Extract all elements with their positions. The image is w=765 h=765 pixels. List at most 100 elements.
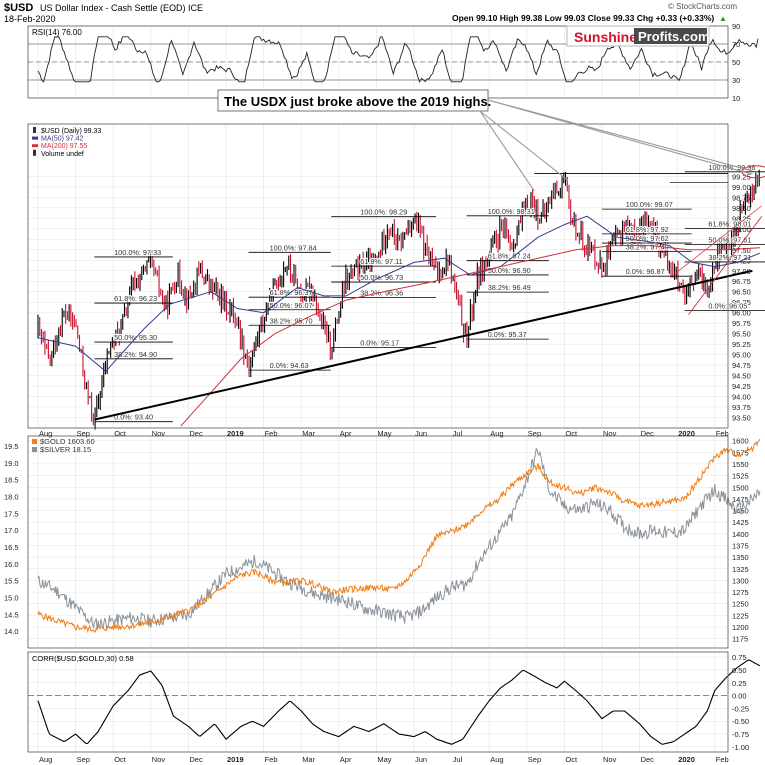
x-tick-label: Dec (641, 429, 655, 438)
rsi-tick-label: 10 (732, 94, 740, 103)
silver-tick-label: 18.5 (4, 476, 19, 485)
price-legend-label: MA(200) 97.55 (41, 143, 87, 150)
support-trendline (94, 269, 753, 421)
legend-swatch (32, 439, 37, 444)
gold-tick-label: 1250 (732, 600, 749, 609)
annotation-pointer (479, 110, 569, 182)
price-tick-label: 97.50 (732, 246, 751, 255)
fib-level-label: 61.8%: 98.01 (708, 219, 751, 228)
price-tick-label: 99.00 (732, 183, 751, 192)
price-tick-label: 96.75 (732, 277, 751, 286)
price-tick-label: 98.50 (732, 204, 751, 213)
price-tick-label: 94.25 (732, 382, 751, 391)
fib-level-label: 50.0%: 96.07 (270, 301, 313, 310)
silver-tick-label: 15.5 (4, 577, 19, 586)
fib-level-label: 50.0%: 96.90 (488, 266, 531, 275)
fib-level-label: 100.0%: 99.07 (626, 200, 673, 209)
logo-part2: Profits.com (638, 29, 710, 44)
fib-level-label: 0.0%: 95.37 (488, 330, 527, 339)
x-tick-label: Apr (340, 755, 352, 764)
x-tick-label: Dec (189, 429, 203, 438)
price-legend-label: $USD (Daily) 99.33 (41, 128, 101, 135)
x-tick-label: Feb (265, 755, 278, 764)
price-tick-label: 93.50 (732, 414, 751, 423)
silver-tick-label: 19.0 (4, 459, 19, 468)
x-tick-label: Feb (265, 429, 278, 438)
fib-level-label: 38.2%: 97.21 (708, 253, 751, 262)
gold-tick-label: 1300 (732, 576, 749, 585)
sunshine-profits-logo: Sunshine Profits.com (566, 25, 710, 47)
x-tick-label: Oct (114, 429, 127, 438)
x-tick-label: Sep (528, 429, 541, 438)
fib-level-label: 0.0%: 96.87 (626, 267, 665, 276)
x-tick-label: Nov (152, 429, 166, 438)
silver-line (37, 447, 761, 631)
price-tick-label: 98.25 (732, 214, 751, 223)
annotation: The USDX just broke above the 2019 highs… (217, 89, 753, 192)
legend-swatch (33, 149, 36, 156)
rsi-line (37, 36, 759, 83)
fib-level-label: 38.2%: 96.36 (360, 289, 403, 298)
corr-tick-label: 0.25 (732, 679, 747, 688)
corr-tick-label: -0.25 (732, 704, 749, 713)
price-tick-label: 93.75 (732, 403, 751, 412)
price-legend-label: MA(50) 97.42 (41, 136, 84, 143)
price-legend-label: Volume undef (41, 151, 84, 158)
x-tick-label: Aug (39, 755, 52, 764)
fib-level-label: 38.2%: 96.49 (488, 283, 531, 292)
corr-frame (27, 651, 729, 753)
x-tick-label: May (377, 429, 391, 438)
corr-tick-label: -0.75 (732, 730, 749, 739)
corr-title: CORR($USD,$GOLD,30) 0.58 (32, 654, 134, 663)
fib-level-label: 38.2%: 94.90 (114, 350, 157, 359)
fib-level-label: 38.2%: 95.70 (270, 316, 313, 325)
legend-swatch (32, 447, 37, 452)
price-tick-label: 97.00 (732, 267, 751, 276)
legend-swatch (32, 144, 38, 148)
price-tick-label: 95.25 (732, 340, 751, 349)
x-tick-label: 2019 (227, 429, 244, 438)
chg-arrow: ▲ (719, 14, 727, 23)
x-axis: Aug Aug Sep Sep Oct Oct Nov Nov Dec Dec 2019 2019 Fe… (39, 429, 729, 764)
gold-tick-label: 1525 (732, 472, 749, 481)
silver-tick-label: 16.0 (4, 560, 19, 569)
x-tick-label: Oct (565, 429, 578, 438)
gold-tick-label: 1500 (732, 483, 749, 492)
corr-tick-label: 0.00 (732, 692, 747, 701)
price-tick-label: 96.25 (732, 298, 751, 307)
gold-tick-label: 1600 (732, 437, 749, 446)
price-tick-label: 95.00 (732, 351, 751, 360)
price-tick-label: 96.00 (732, 309, 751, 318)
gold-tick-label: 1275 (732, 588, 749, 597)
fib-level-label: 100.0%: 98.31 (488, 207, 535, 216)
x-tick-label: Aug (39, 429, 52, 438)
fib-level-label: 61.8%: 97.11 (360, 257, 402, 266)
gold-tick-label: 1425 (732, 518, 749, 527)
x-tick-label: Jun (415, 755, 427, 764)
x-tick-label: Jul (453, 429, 463, 438)
annotation-pointer (487, 99, 753, 172)
x-tick-label: 2020 (678, 429, 695, 438)
corr-tick-label: -1.00 (732, 743, 749, 752)
x-tick-label: Feb (716, 755, 729, 764)
rsi-title: RSI(14) 76.00 (32, 28, 82, 37)
gold-tick-label: 1350 (732, 553, 749, 562)
fib-level-label: 0.0%: 93.40 (114, 413, 153, 422)
metals-legend-label: $GOLD 1603.60 (40, 437, 95, 446)
price-tick-label: 96.50 (732, 288, 751, 297)
silver-tick-label: 19.5 (4, 442, 19, 451)
corr-tick-label: 0.75 (732, 653, 747, 662)
credit-text: © StockCharts.com (668, 2, 737, 11)
fib-level-label: 61.8%: 97.92 (626, 225, 669, 234)
x-tick-label: May (377, 755, 391, 764)
x-tick-label: Mar (302, 755, 315, 764)
silver-tick-label: 16.5 (4, 543, 19, 552)
gold-tick-label: 1325 (732, 565, 749, 574)
annotation-pointer (479, 110, 535, 192)
rsi-tick-label: 50 (732, 58, 740, 67)
gold-tick-label: 1375 (732, 541, 749, 550)
chart-date: 18-Feb-2020 (4, 14, 56, 24)
fib-level-label: 50.0%: 97.61 (708, 235, 751, 244)
fib-level-label: 100.0%: 97.84 (270, 243, 317, 252)
